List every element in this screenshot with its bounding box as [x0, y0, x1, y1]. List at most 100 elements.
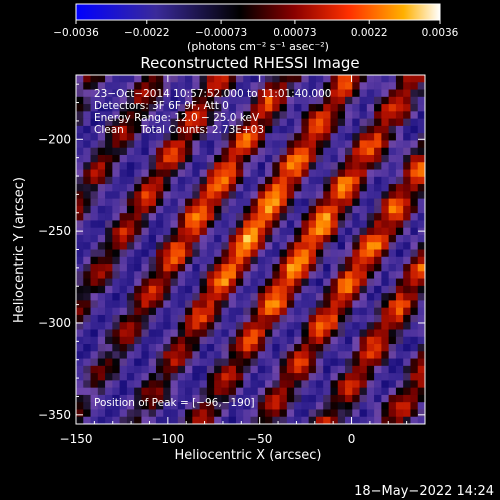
heatmap-cell [221, 387, 229, 396]
heatmap-cell [163, 242, 171, 250]
heatmap-cell [410, 351, 419, 359]
heatmap-cell [395, 205, 404, 214]
heatmap-cell [155, 176, 164, 185]
heatmap-cell [177, 205, 186, 214]
heatmap-cell [417, 133, 426, 141]
heatmap-cell [330, 329, 339, 338]
heatmap-cell [199, 176, 208, 185]
heatmap-cell [105, 380, 113, 388]
heatmap-cell [315, 213, 324, 221]
heatmap-cell [76, 162, 84, 170]
heatmap-cell [301, 278, 309, 287]
heatmap-cell [112, 147, 120, 156]
heatmap-cell [228, 184, 237, 192]
heatmap-cell [308, 104, 317, 112]
heatmap-cell [141, 314, 150, 323]
heatmap-cell [323, 133, 331, 141]
heatmap-cell [359, 242, 368, 250]
heatmap-cell [395, 118, 404, 127]
heatmap-cell [272, 220, 280, 228]
heatmap-cell [170, 154, 179, 163]
heatmap-cell [352, 249, 360, 258]
heatmap-cell [243, 264, 251, 272]
heatmap-cell [359, 344, 368, 352]
heatmap-cell [148, 394, 157, 403]
heatmap-cell [228, 249, 237, 258]
heatmap-cell [148, 176, 157, 185]
heatmap-cell [294, 249, 302, 258]
heatmap-cell [352, 191, 360, 199]
heatmap-cell [366, 213, 375, 221]
heatmap-cell [381, 380, 389, 388]
heatmap-cell [315, 409, 324, 418]
heatmap-cell [337, 125, 346, 134]
heatmap-cell [337, 293, 346, 301]
heatmap-cell [257, 198, 266, 207]
heatmap-cell [148, 82, 157, 90]
heatmap-cell [250, 154, 259, 163]
heatmap-cell [337, 75, 346, 83]
heatmap-cell [250, 358, 259, 367]
heatmap-cell [170, 75, 179, 83]
heatmap-cell [112, 314, 120, 323]
heatmap-cell [76, 249, 84, 258]
heatmap-cell [359, 125, 368, 134]
heatmap-cell [381, 198, 389, 207]
heatmap-cell [76, 242, 84, 250]
heatmap-cell [388, 220, 397, 228]
heatmap-cell [228, 213, 237, 221]
heatmap-cell [330, 336, 339, 345]
heatmap-cell [315, 394, 324, 403]
heatmap-cell [206, 242, 215, 250]
heatmap-cell [170, 285, 179, 294]
heatmap-cell [97, 227, 106, 236]
heatmap-cell [243, 293, 251, 301]
heatmap-cell [265, 264, 273, 272]
heatmap-cell [337, 307, 346, 316]
heatmap-cell [323, 111, 331, 119]
heatmap-cell [141, 402, 150, 410]
heatmap-cell [294, 307, 302, 316]
heatmap-cell [90, 256, 99, 265]
heatmap-cell [417, 409, 426, 418]
heatmap-cell [294, 329, 302, 338]
heatmap-cell [366, 416, 375, 425]
heatmap-cell [105, 82, 113, 90]
heatmap-cell [388, 169, 397, 178]
heatmap-cell [279, 176, 288, 185]
heatmap-cell [90, 264, 99, 272]
heatmap-cell [185, 220, 193, 228]
heatmap-cell [301, 96, 309, 105]
heatmap-cell [388, 125, 397, 134]
heatmap-cell [112, 220, 120, 228]
heatmap-cell [366, 242, 375, 250]
heatmap-cell [192, 344, 200, 352]
heatmap-cell [228, 344, 237, 352]
heatmap-cell [330, 220, 339, 228]
heatmap-cell [294, 89, 302, 98]
heatmap-cell [366, 300, 375, 308]
heatmap-cell [388, 154, 397, 163]
heatmap-cell [83, 387, 91, 396]
heatmap-cell [345, 307, 353, 316]
heatmap-cell [417, 234, 426, 243]
heatmap-cell [395, 256, 404, 265]
heatmap-cell [257, 264, 266, 272]
heatmap-cell [403, 198, 411, 207]
heatmap-cell [243, 271, 251, 279]
heatmap-cell [265, 111, 273, 119]
heatmap-cell [170, 358, 179, 367]
heatmap-cell [83, 278, 91, 287]
heatmap-cell [250, 242, 259, 250]
heatmap-cell [265, 314, 273, 323]
heatmap-cell [381, 358, 389, 367]
heatmap-cell [119, 169, 128, 178]
heatmap-cell [228, 380, 237, 388]
heatmap-cell [141, 351, 150, 359]
heatmap-cell [388, 365, 397, 374]
heatmap-cell [265, 300, 273, 308]
heatmap-cell [374, 169, 382, 178]
heatmap-cell [286, 191, 295, 199]
heatmap-cell [105, 387, 113, 396]
heatmap-cell [76, 169, 84, 178]
